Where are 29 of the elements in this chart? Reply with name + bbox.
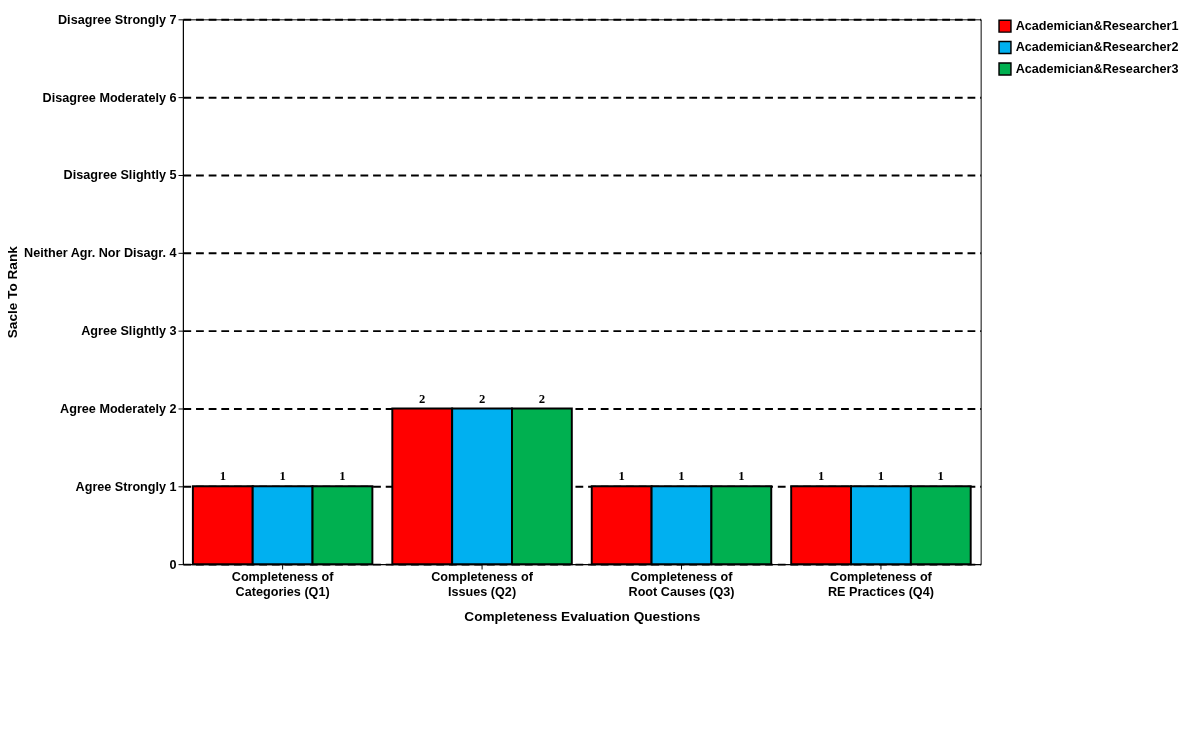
y-tick-label: 0 (169, 557, 177, 572)
y-tick-label: Disagree Slightly 5 (63, 168, 177, 183)
data-label: 1 (618, 469, 625, 484)
y-tick-label: Neither Agr. Nor Disagr. 4 (24, 246, 177, 261)
data-label: 1 (877, 469, 885, 484)
data-label: 1 (937, 469, 944, 484)
x-axis-title: Completeness Evaluation Questions (464, 609, 701, 625)
y-tick-label: Disagree Strongly 7 (58, 12, 177, 27)
data-label: 1 (279, 469, 286, 484)
data-label: 1 (678, 469, 685, 484)
data-label: 2 (538, 391, 546, 406)
legend-label: Academician&Researcher3 (1015, 61, 1179, 76)
x-tick-label: Completeness of RE Practices (Q4) (827, 570, 934, 599)
x-tick-label: Completeness of Issues (Q2) (431, 570, 534, 599)
y-tick-label: Agree Moderately 2 (60, 401, 177, 416)
legend-label: Academician&Researcher1 (1015, 19, 1179, 34)
data-label: 2 (478, 391, 486, 406)
y-tick-label: Disagree Moderately 6 (42, 90, 177, 105)
data-label: 1 (219, 469, 226, 484)
x-tick-label: Completeness of Categories (Q1) (231, 570, 335, 599)
y-tick-label: Agree Strongly 1 (75, 479, 177, 494)
data-label: 1 (339, 469, 346, 484)
y-axis-title: Sacle To Rank (4, 245, 20, 339)
data-label: 1 (817, 469, 825, 484)
legend-label: Academician&Researcher2 (1015, 40, 1179, 55)
x-tick-label: Completeness of Root Causes (Q3) (628, 570, 735, 599)
data-label: 1 (738, 469, 745, 484)
y-tick-label: Agree Slightly 3 (81, 324, 177, 339)
data-label: 2 (419, 391, 426, 406)
